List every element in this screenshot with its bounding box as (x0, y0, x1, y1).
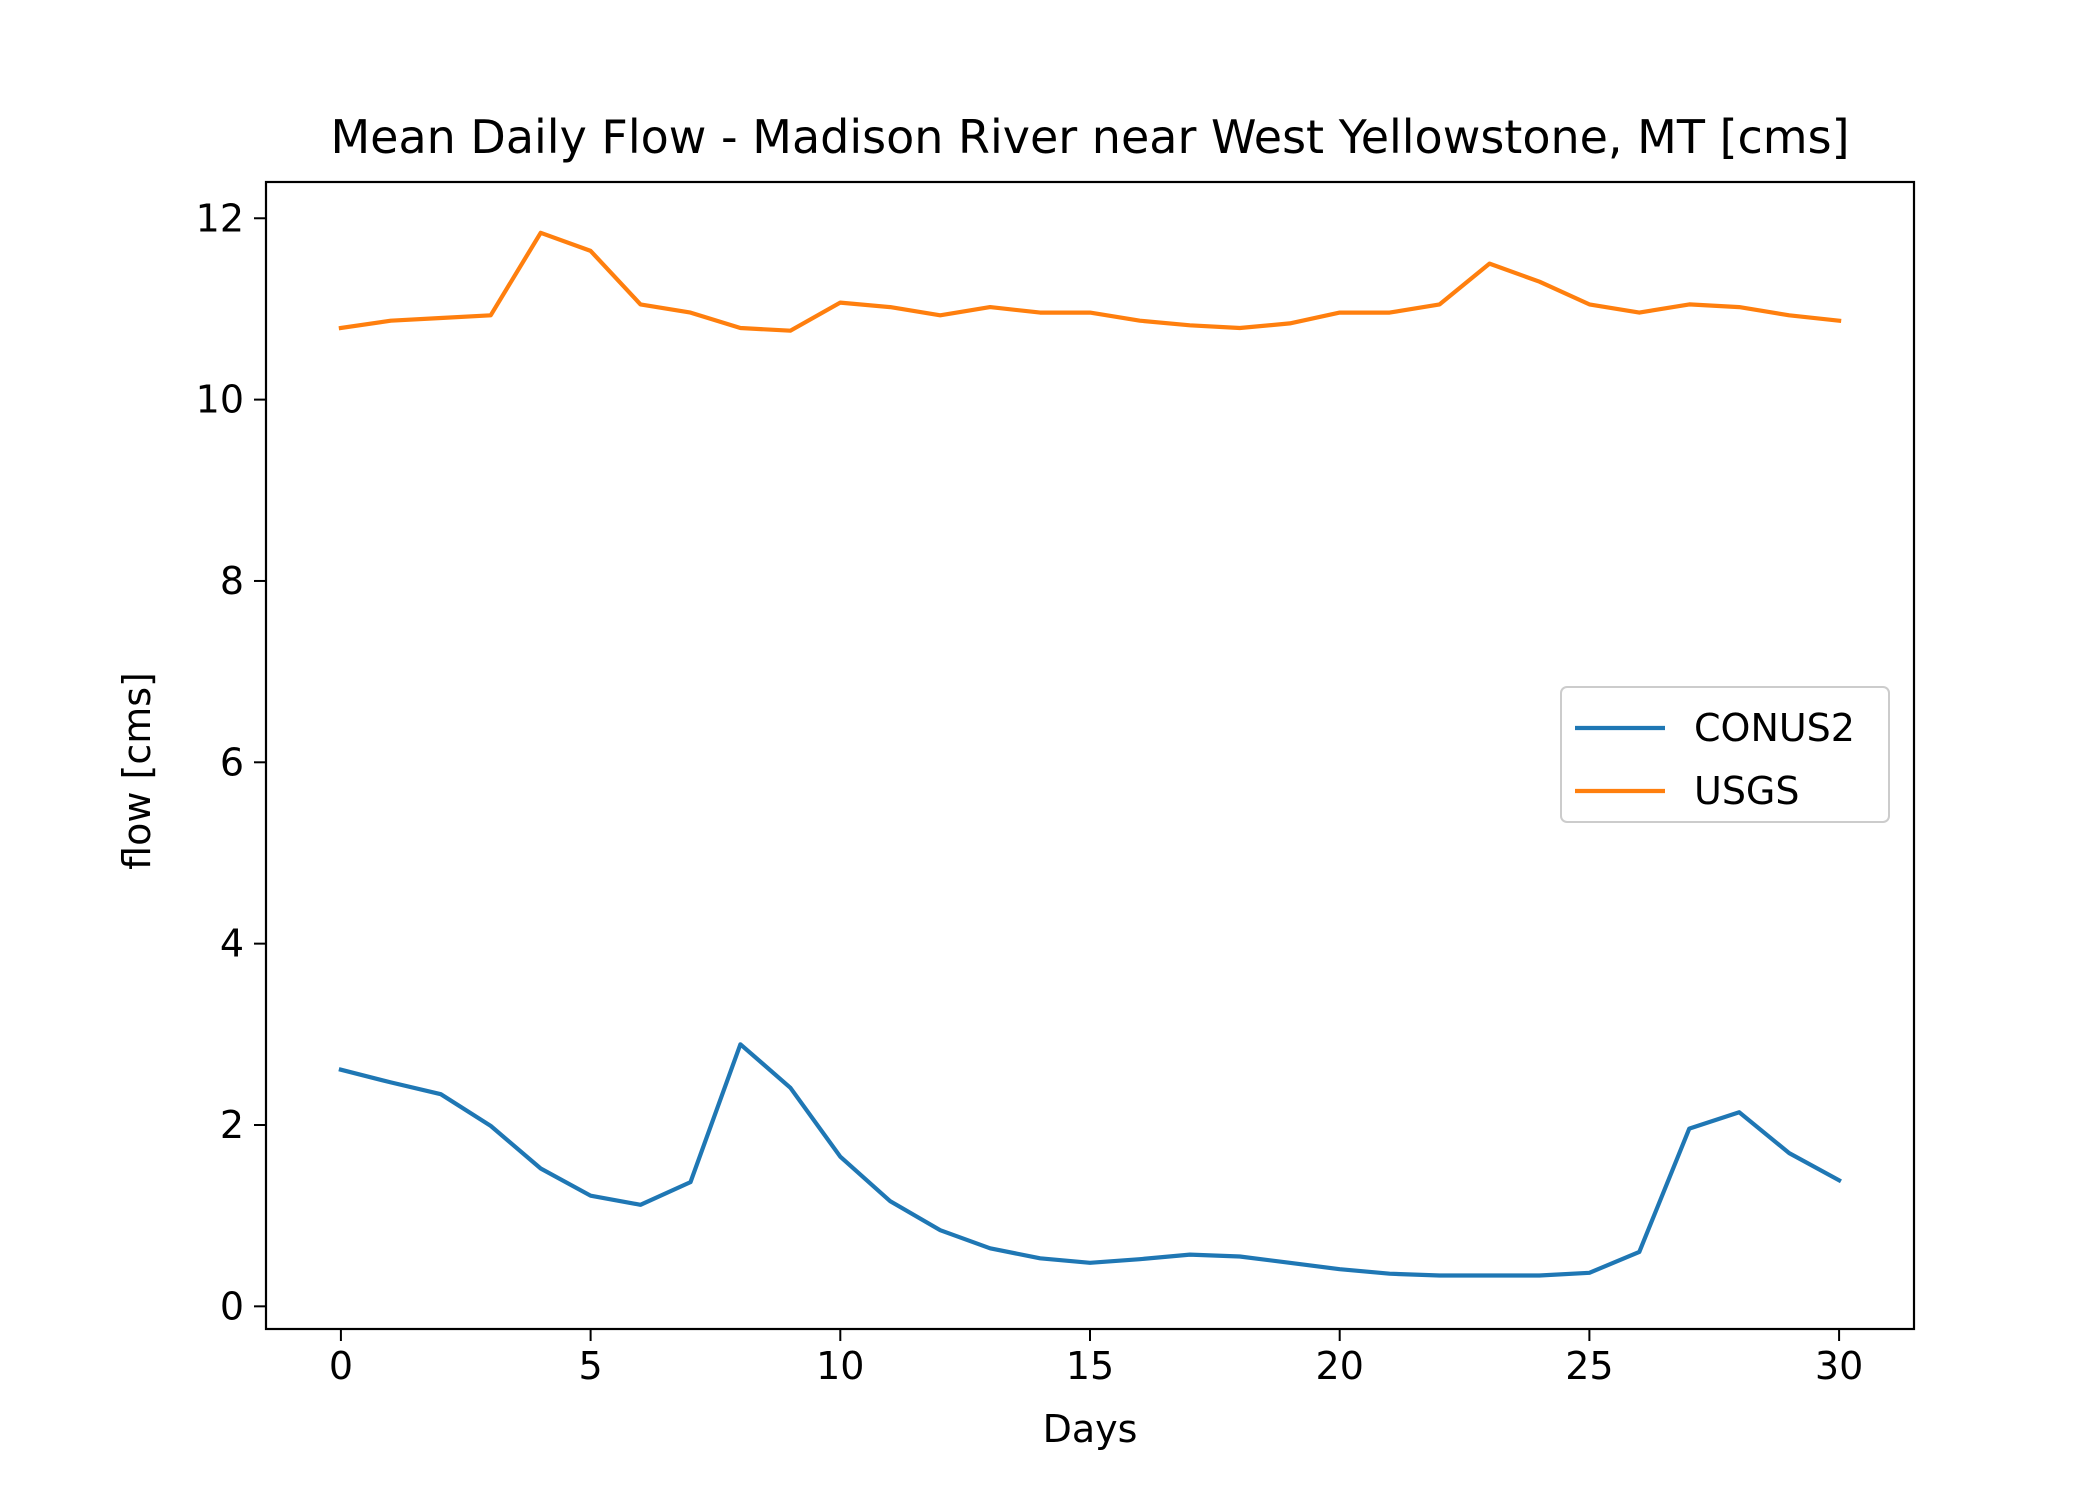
x-tick-label: 0 (329, 1344, 353, 1388)
legend-label-conus2: CONUS2 (1694, 706, 1855, 750)
x-axis-label: Days (1043, 1407, 1138, 1451)
series-line-usgs (338, 230, 1842, 333)
y-tick-label: 4 (220, 922, 244, 966)
legend-label-usgs: USGS (1694, 769, 1800, 813)
x-tick-label: 10 (816, 1344, 864, 1388)
legend: CONUS2 USGS (1560, 686, 1890, 823)
x-tick-label: 5 (579, 1344, 603, 1388)
y-axis-label: flow [cms] (115, 672, 159, 870)
chart-title: Mean Daily Flow - Madison River near Wes… (330, 110, 1849, 164)
plot-area: 0 5 10 15 20 25 30 0 2 4 6 8 10 12 (196, 180, 1916, 1388)
y-tick-label: 8 (220, 559, 244, 603)
y-tick-label: 12 (196, 196, 244, 240)
x-tick-label: 25 (1565, 1344, 1613, 1388)
y-tick-label: 0 (220, 1284, 244, 1328)
y-tick-label: 6 (220, 740, 244, 784)
y-tick-label: 2 (220, 1103, 244, 1147)
series-line-conus2 (338, 1042, 1842, 1278)
x-tick-label: 30 (1815, 1344, 1863, 1388)
y-tick-label: 10 (196, 378, 244, 422)
x-tick-label: 15 (1066, 1344, 1114, 1388)
legend-box (1560, 686, 1890, 823)
x-tick-label: 20 (1316, 1344, 1364, 1388)
